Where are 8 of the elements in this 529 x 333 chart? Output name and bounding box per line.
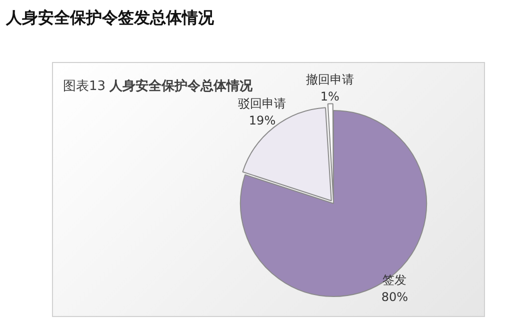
slice-label: 签发 xyxy=(382,272,407,287)
slice-label: 驳回申请 xyxy=(238,96,286,111)
slice-label: 撤回申请 xyxy=(306,72,354,86)
chart-subtitle: 图表13 人身安全保护令总体情况 xyxy=(63,78,253,95)
data-label: 1% xyxy=(320,89,340,104)
data-label: 80% xyxy=(381,290,408,304)
data-label: 19% xyxy=(248,114,276,128)
text: 人身安全保护令签发总体情况 xyxy=(6,8,214,29)
